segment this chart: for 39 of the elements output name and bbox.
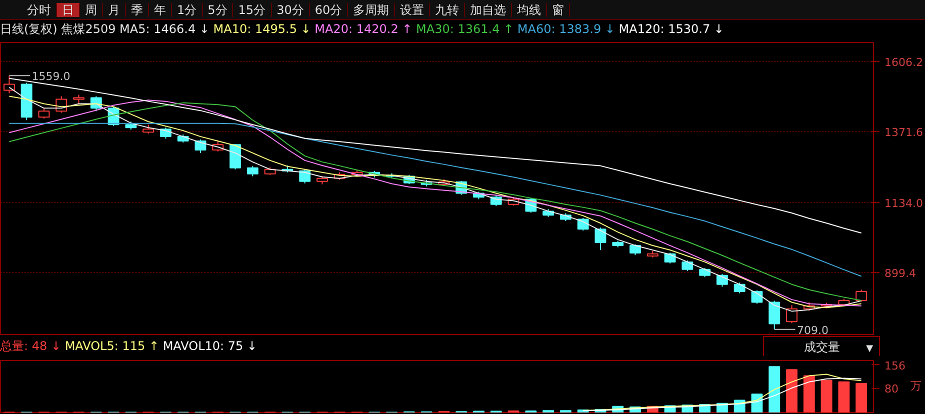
y-tick-label: 156 <box>884 359 906 372</box>
y-tick-label: 899.4 <box>884 267 916 280</box>
text: MAVOL10: 75 ↓ <box>162 339 258 353</box>
text: 年 <box>149 3 172 17</box>
text: 月 <box>103 3 126 17</box>
text: 15分 <box>233 3 272 17</box>
text: MAVOL5: 115 ↑ <box>64 339 160 353</box>
text: 设置 <box>395 3 430 17</box>
y-axis-title: 万 <box>910 380 922 392</box>
text: MA60: 1383.9 ↓ <box>517 22 616 36</box>
text: 30分 <box>272 3 310 17</box>
text: 季 <box>126 3 149 17</box>
chart-title: 焦煤2509 <box>61 22 117 36</box>
y-tick-label: 1606.2 <box>884 56 923 70</box>
text: 周 <box>80 3 103 17</box>
text: MA10: 1495.5 ↓ <box>213 22 312 36</box>
text: 窗 <box>547 3 570 17</box>
text: 分时 <box>22 3 57 17</box>
text: 均线 <box>512 3 548 17</box>
text: MA5: 1466.4 ↓ <box>120 22 210 36</box>
text: 多周期 <box>348 3 396 17</box>
annotation: 709.0 <box>796 324 828 337</box>
y-tick-label: 1371.6 <box>884 126 923 140</box>
text: 总量: 48 ↓ <box>0 339 62 353</box>
y-tick-label: 1134.0 <box>884 197 923 210</box>
text: 九转 <box>430 3 466 17</box>
text: MA30: 1361.4 ↑ <box>416 22 515 36</box>
text: 1分 <box>172 3 203 17</box>
text: 5分 <box>202 3 234 17</box>
text: ▼ <box>865 344 874 354</box>
text: 60分 <box>310 3 348 17</box>
text: 成交量 <box>803 340 842 354</box>
y-tick-label: 80 <box>884 382 898 396</box>
text: 加自选 <box>465 3 512 17</box>
text: 日 <box>57 3 80 17</box>
text: MA20: 1420.2 ↑ <box>314 22 414 36</box>
annotation: 1559.0 <box>32 70 70 84</box>
text: MA120: 1530.7 ↓ <box>618 22 724 36</box>
chart-subtitle: 日线(复权) <box>0 22 58 36</box>
